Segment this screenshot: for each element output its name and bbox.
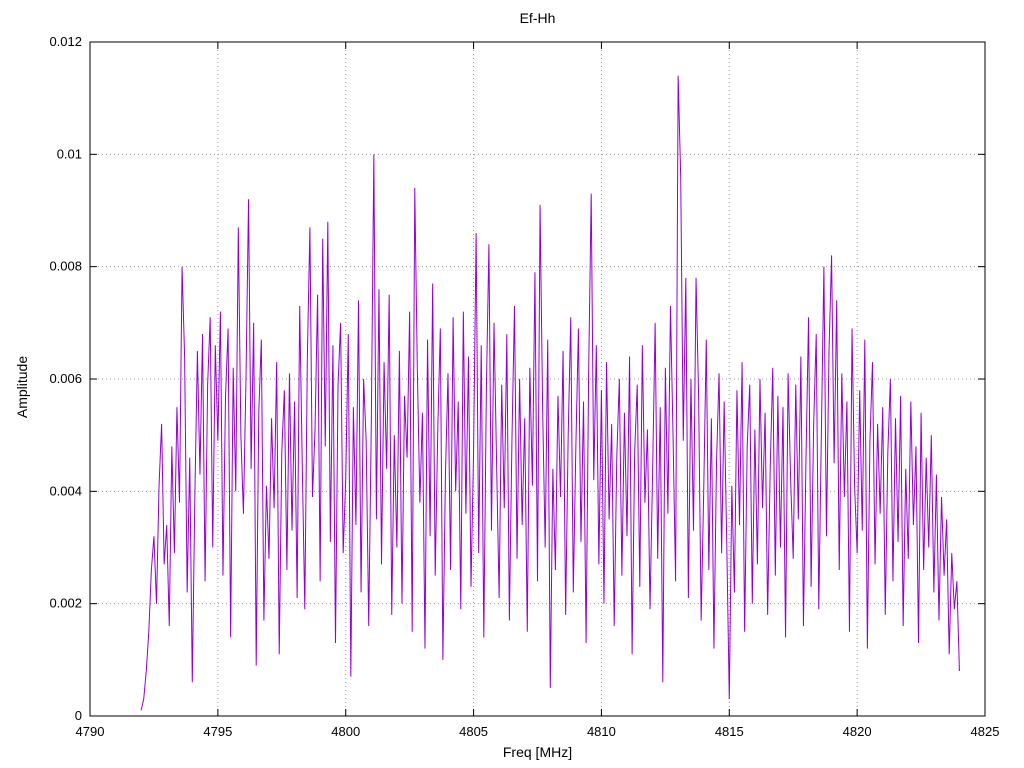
y-tick-label: 0	[75, 708, 82, 723]
y-tick-label: 0.01	[57, 146, 82, 161]
y-tick-label: 0.012	[49, 34, 82, 49]
data-series-line	[140, 75, 960, 711]
y-tick-label: 0.008	[49, 259, 82, 274]
y-tick-label: 0.004	[49, 483, 82, 498]
x-axis-label: Freq [MHz]	[502, 744, 573, 760]
x-tick-label: 4795	[203, 724, 232, 739]
x-tick-label: 4825	[971, 724, 1000, 739]
y-tick-label: 0.006	[49, 371, 82, 386]
plot-border	[89, 41, 986, 717]
x-tick-label: 4820	[843, 724, 872, 739]
x-tick-label: 4805	[459, 724, 488, 739]
y-tick-label: 0.002	[49, 596, 82, 611]
x-tick-label: 4815	[715, 724, 744, 739]
chart-title: Ef-Hh	[519, 10, 556, 26]
y-axis-label: Amplitude	[14, 355, 30, 419]
x-tick-label: 4800	[331, 724, 360, 739]
x-tick-label: 4790	[76, 724, 105, 739]
x-tick-label: 4810	[587, 724, 616, 739]
